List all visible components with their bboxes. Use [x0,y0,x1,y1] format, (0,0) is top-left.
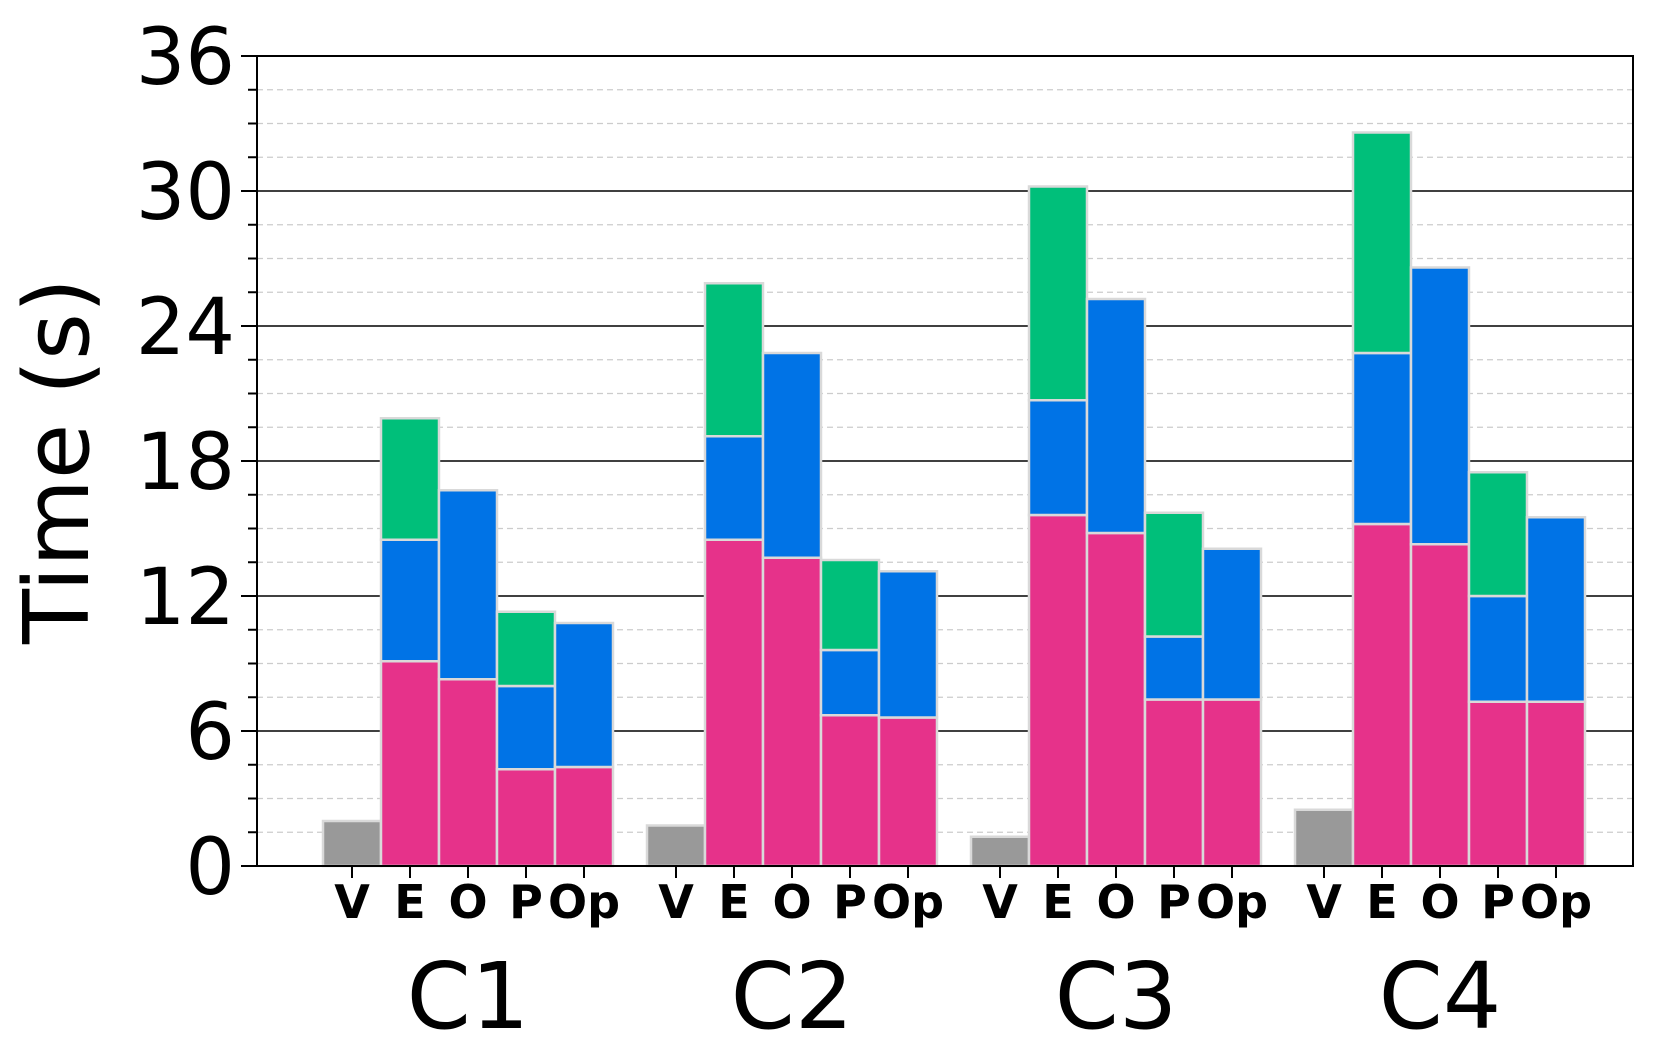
bar-segment-C3-O-1 [1085,531,1147,868]
bar-segment-C3-V-1 [969,835,1031,868]
group-label-C4: C4 [1379,943,1502,1050]
y-tick-label: 12 [136,553,235,643]
bar-label-C2-E: E [718,875,749,929]
bar-label-C1-Op: Op [548,875,620,929]
bar-segment-C2-P-3 [819,558,881,652]
bar-segment-C2-E-3 [703,282,765,438]
bar-segment-C1-P-2 [495,684,557,771]
bar-label-C2-O: O [772,875,811,929]
y-axis: 0 6 12 18 24 30 36 [136,13,257,913]
bar-segment-C2-P-2 [819,648,881,717]
bar-segment-C4-Op-2 [1525,516,1587,703]
bar-segment-C1-Op-1 [553,765,615,868]
group-label-C3: C3 [1055,943,1178,1050]
bar-segment-C4-E-1 [1351,522,1413,868]
bar-segment-C1-O-2 [437,489,499,681]
y-tick-label: 6 [185,688,235,778]
bar-segment-C3-E-1 [1027,513,1089,868]
bar-segment-C2-O-2 [761,351,823,559]
bar-label-C2-Op: Op [872,875,944,929]
bar-segment-C2-E-1 [703,538,765,868]
bar-label-C1-E: E [394,875,425,929]
bar-label-C1-P: P [509,875,543,929]
bar-label-C1-V: V [334,875,370,929]
bar-segment-C4-P-1 [1467,700,1529,868]
bar-label-C3-V: V [982,875,1018,929]
bar-segment-C4-E-3 [1351,131,1413,355]
bar-segment-C1-V-1 [321,819,383,868]
bar-segment-C3-O-2 [1085,297,1147,535]
bar-segment-C2-E-2 [703,435,765,541]
y-tick-label: 36 [136,13,235,103]
bar-segment-C1-P-3 [495,610,557,688]
bar-label-C2-V: V [658,875,694,929]
y-axis-title: Time (s) [5,278,110,645]
bar-segment-C2-O-1 [761,556,823,868]
bar-label-C4-O: O [1420,875,1459,929]
bar-label-C4-V: V [1306,875,1342,929]
bar-segment-C3-Op-1 [1201,698,1263,868]
bar-segment-C4-P-2 [1467,594,1529,703]
bar-label-C4-Op: Op [1520,875,1592,929]
bar-segment-C1-E-3 [379,417,441,541]
group-label-C2: C2 [731,943,854,1050]
bar-segment-C2-P-1 [819,714,881,868]
bar-segment-C4-O-1 [1409,543,1471,868]
bar-segment-C3-E-2 [1027,399,1089,517]
bar-segment-C2-Op-1 [877,716,939,868]
bar-segment-C1-Op-2 [553,621,615,769]
bar-segment-C4-O-2 [1409,266,1471,546]
bar-label-C1-O: O [448,875,487,929]
bar-label-C4-E: E [1366,875,1397,929]
y-tick-label: 24 [136,283,235,373]
bar-segment-C4-V-1 [1293,808,1355,868]
y-tick-label: 0 [185,823,235,913]
bar-segment-C4-P-3 [1467,471,1529,598]
y-tick-label: 18 [136,418,235,508]
bar-segment-C4-E-2 [1351,351,1413,526]
bars [321,131,1587,868]
bar-segment-C3-P-1 [1143,698,1205,868]
bar-segment-C1-E-2 [379,538,441,663]
bar-segment-C1-P-1 [495,768,557,868]
bar-label-C4-P: P [1481,875,1515,929]
bar-segment-C2-V-1 [645,824,707,868]
bar-segment-C4-Op-1 [1525,700,1587,868]
y-tick-label: 30 [136,148,235,238]
bar-segment-C1-E-1 [379,660,441,868]
bar-segment-C3-P-2 [1143,635,1205,701]
bar-segment-C2-Op-2 [877,570,939,719]
group-label-C1: C1 [407,943,530,1050]
bar-label-C3-E: E [1042,875,1073,929]
bar-segment-C3-Op-2 [1201,547,1263,701]
bar-label-C3-O: O [1096,875,1135,929]
bar-segment-C3-P-3 [1143,511,1205,638]
bar-label-C2-P: P [833,875,867,929]
bar-segment-C1-O-1 [437,678,499,868]
bar-label-C3-Op: Op [1196,875,1268,929]
bar-segment-C3-E-3 [1027,185,1089,402]
bar-label-C3-P: P [1157,875,1191,929]
